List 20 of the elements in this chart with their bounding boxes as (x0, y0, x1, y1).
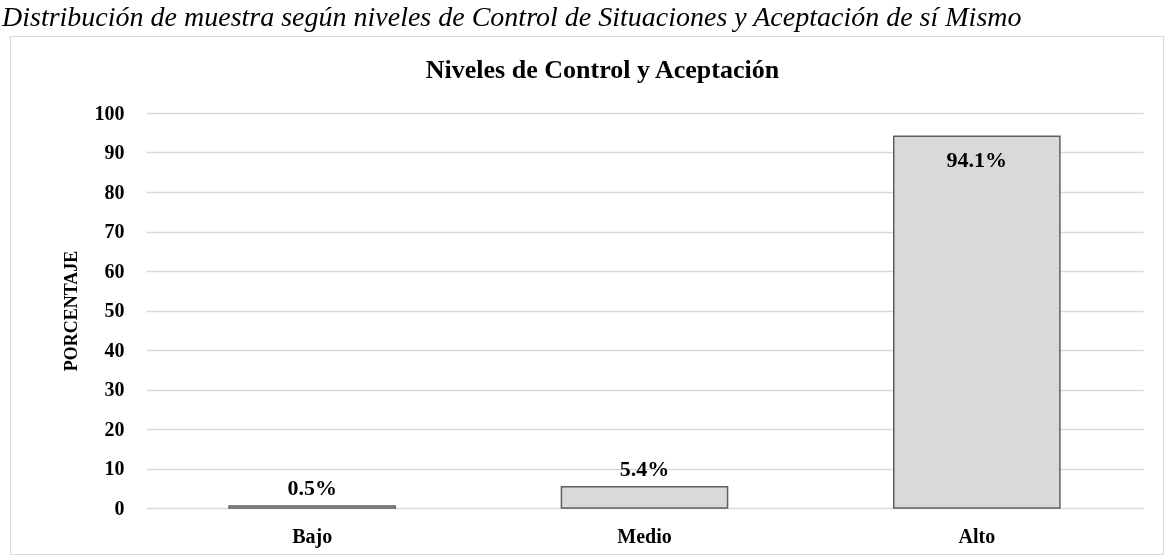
y-tick-label: 50 (104, 299, 125, 321)
y-tick-label: 70 (104, 220, 125, 242)
y-tick-label: 90 (104, 141, 125, 163)
data-label: 94.1% (946, 147, 1008, 173)
x-tick-label: Medio (617, 524, 672, 547)
data-label: 0.5% (287, 475, 337, 501)
text: Distribución de muestra según niveles de Control de Situaciones y Aceptación de sí Mismo (2, 1, 1022, 33)
y-tick-label: 20 (104, 417, 125, 440)
y-tick-label: 60 (104, 259, 125, 282)
y-axis-title: PORCENTAJE (60, 250, 81, 372)
x-tick-label: Bajo (292, 524, 333, 548)
y-tick-label: 100 (94, 101, 125, 124)
y-tick-label: 30 (104, 378, 125, 400)
y-tick-label: 0 (114, 496, 125, 519)
data-label: 5.4% (619, 455, 670, 481)
y-tick-label: 10 (104, 457, 125, 479)
y-tick-label: 80 (104, 180, 125, 203)
chart-title: Niveles de Control y Aceptación (425, 55, 780, 84)
x-tick-label: Alto (958, 524, 996, 547)
y-tick-label: 40 (104, 338, 125, 361)
